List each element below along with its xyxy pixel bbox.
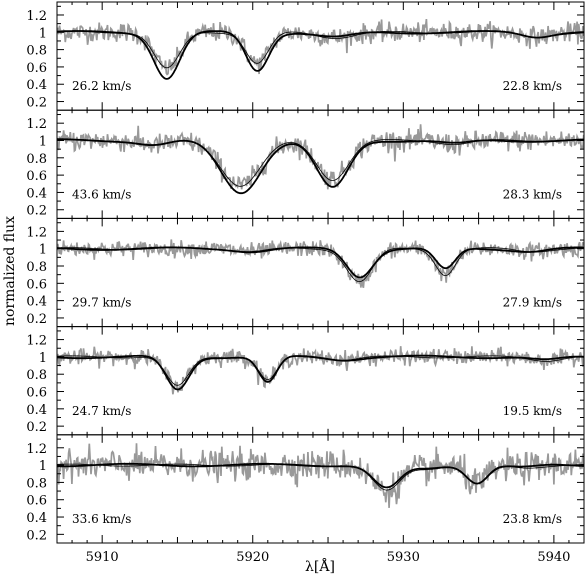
- panel-frame-3: [56, 217, 585, 328]
- y-tick-label: 1.2: [26, 442, 47, 457]
- panel-frame-1: [56, 1, 585, 111]
- observed-spectrum-3: [57, 239, 584, 289]
- y-tick-label: 0.4: [26, 295, 47, 310]
- x-tick-label: 5930: [387, 550, 420, 565]
- y-tick-label: 0.2: [26, 312, 47, 327]
- panel-frame-4: [56, 326, 585, 436]
- y-tick-label: 0.6: [26, 386, 47, 401]
- y-tick-label: 1: [39, 459, 47, 474]
- observed-spectrum-4: [57, 346, 584, 395]
- panels-group: 0.2 0.4 0.6 0.8 1 1.2 26.2 km/s 22.8 km/s 0.2 0.4…: [26, 1, 585, 544]
- panel-3: 0.2 0.4 0.6 0.8 1 1.2 29.7 km/s 27.9 km/s: [26, 217, 585, 328]
- panel-label-right-1: 22.8 km/s: [503, 79, 562, 93]
- panel-frame-5: [56, 434, 585, 544]
- model-line-2: [57, 139, 584, 187]
- y-tick-label: 0.6: [26, 61, 47, 76]
- panel-2: 0.2 0.4 0.6 0.8 1 1.2 43.6 km/s 28.3 km/s: [26, 109, 585, 219]
- y-tick-label: 0.6: [26, 169, 47, 184]
- y-tick-label: 1.2: [26, 9, 47, 24]
- y-tick-label: 0.4: [26, 78, 47, 93]
- y-tick-label: 0.4: [26, 403, 47, 418]
- fit-line-2: [57, 138, 584, 195]
- y-tick-label: 0.2: [26, 204, 47, 219]
- y-tick-label: 0.8: [26, 476, 47, 491]
- panel-5: 0.2 0.4 0.6 0.8 1 1.2 33.6 km/s 23.8 km/s: [26, 434, 585, 544]
- panel-label-left-3: 29.7 km/s: [72, 296, 131, 310]
- panel-1: 0.2 0.4 0.6 0.8 1 1.2 26.2 km/s 22.8 km/s: [26, 1, 585, 111]
- y-tick-label: 1: [39, 243, 47, 258]
- model-line-3: [57, 247, 584, 282]
- y-tick-label: 0.2: [26, 420, 47, 435]
- panel-label-right-5: 23.8 km/s: [503, 512, 562, 526]
- fit-line-5: [57, 462, 584, 489]
- y-tick-label: 0.8: [26, 260, 47, 275]
- observed-spectrum-5: [57, 443, 584, 508]
- y-tick-label: 0.8: [26, 368, 47, 383]
- panel-label-right-2: 28.3 km/s: [503, 187, 562, 201]
- observed-spectrum-2: [57, 124, 584, 190]
- fit-line-4: [57, 354, 584, 391]
- y-tick-label: 1: [39, 351, 47, 366]
- panel-4: 0.2 0.4 0.6 0.8 1 1.2 24.7 km/s 19.5 km/s: [26, 326, 585, 436]
- y-tick-label: 1.2: [26, 334, 47, 349]
- y-tick-label: 0.8: [26, 44, 47, 59]
- y-tick-label: 0.4: [26, 511, 47, 526]
- y-tick-label: 0.6: [26, 277, 47, 292]
- x-tick-label: 5910: [86, 550, 119, 565]
- observed-spectrum-1: [57, 19, 584, 76]
- y-tick-label: 1: [39, 134, 47, 149]
- panel-label-left-4: 24.7 km/s: [72, 404, 131, 418]
- panel-label-left-5: 33.6 km/s: [72, 512, 131, 526]
- y-tick-label: 1: [39, 26, 47, 41]
- panel-label-left-1: 26.2 km/s: [72, 79, 131, 93]
- y-tick-label: 1.2: [26, 117, 47, 132]
- x-tick-label: 5940: [537, 550, 570, 565]
- y-tick-label: 0.8: [26, 152, 47, 167]
- x-axis-label: λ[Å]: [305, 557, 335, 575]
- panel-label-right-4: 19.5 km/s: [503, 404, 562, 418]
- y-tick-label: 0.6: [26, 494, 47, 509]
- panel-label-left-2: 43.6 km/s: [72, 187, 131, 201]
- y-tick-label: 0.4: [26, 186, 47, 201]
- fit-line-3: [57, 246, 584, 279]
- fit-line-1: [57, 30, 584, 80]
- y-axis-label: normalized flux: [2, 216, 18, 326]
- x-tick-labels: 5910 5920 5930 5940: [86, 550, 571, 565]
- panel-label-right-3: 27.9 km/s: [503, 296, 562, 310]
- y-tick-label: 1.2: [26, 225, 47, 240]
- y-tick-label: 0.2: [26, 96, 47, 111]
- y-tick-label: 0.2: [26, 528, 47, 543]
- x-tick-label: 5920: [236, 550, 269, 565]
